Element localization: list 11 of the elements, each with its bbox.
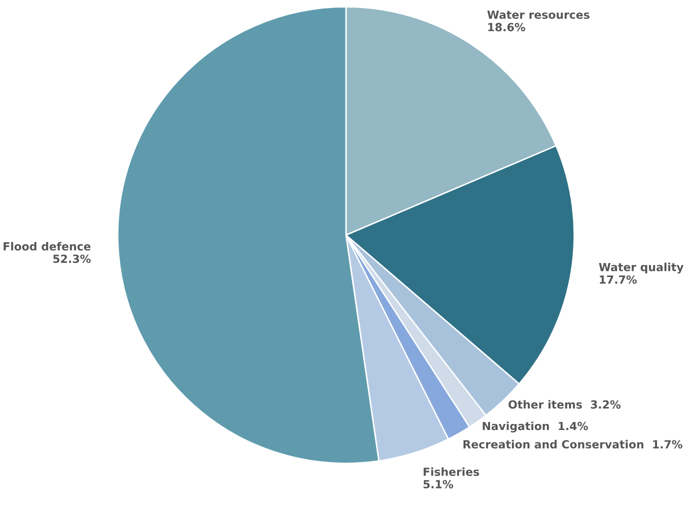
slice-label: Navigation 1.4%	[482, 422, 588, 432]
data-label: 18.6%	[488, 22, 526, 32]
slice-label: Recreation and Conservation 1.7%	[464, 440, 682, 449]
slice-label: Other items 3.2%	[508, 400, 621, 409]
data-label: 17.7%	[600, 275, 637, 284]
slice-label: Water quality	[598, 262, 684, 274]
slice-label: Fisheries	[424, 467, 480, 476]
data-label: 5.1%	[424, 480, 454, 488]
data-label: 52.3%	[53, 254, 91, 263]
slice-label: Water resources	[487, 10, 590, 19]
slice-label: Flood defence	[4, 242, 90, 251]
